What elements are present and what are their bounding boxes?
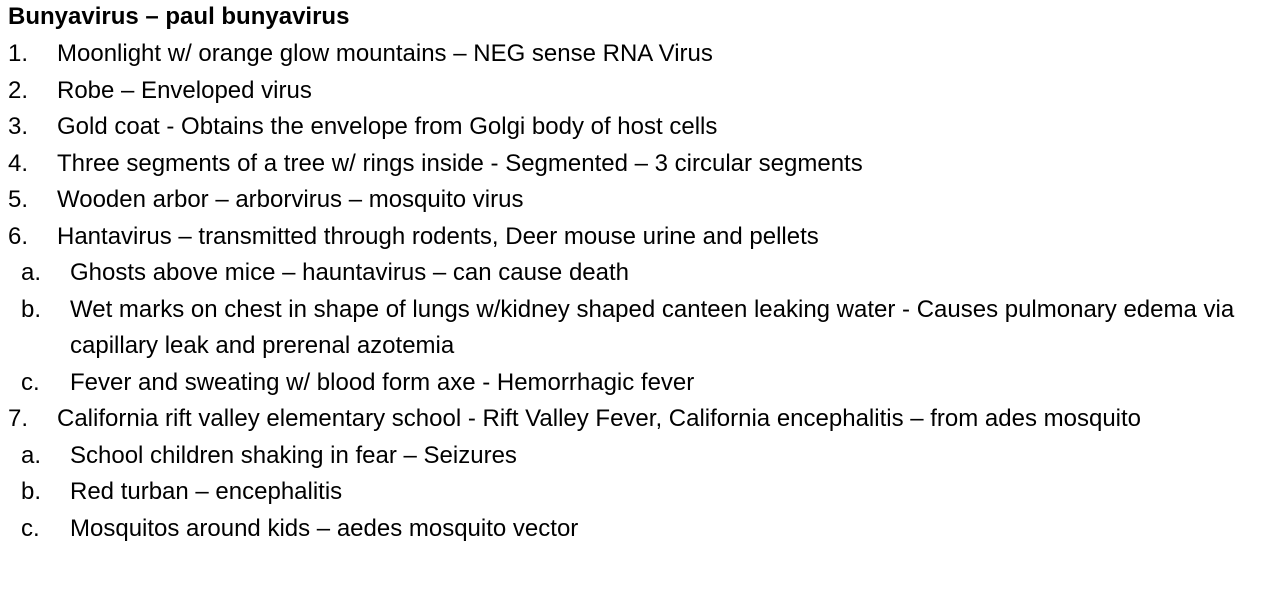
list-item-text: Moonlight w/ orange glow mountains – NEG… — [57, 40, 713, 67]
mnemonic-list: 1. Moonlight w/ orange glow mountains – … — [0, 36, 1284, 547]
list-item-text: Hantavirus – transmitted through rodents… — [57, 222, 819, 250]
list-item-text: Gold coat - Obtains the envelope from Go… — [57, 113, 718, 140]
sub-list-item: c. Fever and sweating w/ blood form axe … — [0, 365, 1284, 402]
list-item: 1. Moonlight w/ orange glow mountains – … — [0, 36, 1284, 73]
sub-list-item-letter: b. — [21, 478, 42, 505]
sub-list-item-letter: a. — [21, 259, 42, 286]
list-item-number: 7. — [8, 405, 29, 432]
list-item: 3. Gold coat - Obtains the envelope from… — [0, 109, 1284, 146]
sub-list-item-letter: c. — [21, 368, 40, 396]
sub-list-item: c. Mosquitos around kids – aedes mosquit… — [0, 511, 1284, 548]
sub-list-item-text: Mosquitos around kids – aedes mosquito v… — [70, 514, 579, 542]
sub-list-item: a. School children shaking in fear – Sei… — [0, 438, 1284, 475]
list-item-number: 3. — [8, 113, 29, 140]
list-item-text: California rift valley elementary school… — [57, 405, 1142, 432]
document-title: Bunyavirus – paul bunyavirus — [8, 3, 350, 30]
list-item-text: Robe – Enveloped virus — [57, 76, 312, 104]
list-item-number: 4. — [8, 149, 29, 177]
list-item-text: Three segments of a tree w/ rings inside… — [57, 149, 863, 177]
sub-list-item: b. Wet marks on chest in shape of lungs … — [0, 292, 1284, 365]
sub-list-item-letter: c. — [21, 514, 40, 542]
list-item-text: Wooden arbor – arborvirus – mosquito vir… — [57, 186, 524, 213]
list-item: 7. California rift valley elementary sch… — [0, 401, 1284, 438]
list-item: 4. Three segments of a tree w/ rings ins… — [0, 146, 1284, 183]
list-item-number: 1. — [8, 40, 29, 67]
sub-list-item-text: Fever and sweating w/ blood form axe - H… — [70, 368, 695, 396]
list-item: 6. Hantavirus – transmitted through rode… — [0, 219, 1284, 256]
sub-list-item-text: Wet marks on chest in shape of lungs w/k… — [70, 295, 1235, 360]
list-item-number: 6. — [8, 222, 29, 250]
list-item: 2. Robe – Enveloped virus — [0, 73, 1284, 110]
sub-list-item-letter: a. — [21, 441, 42, 469]
sub-list-item: a. Ghosts above mice – hauntavirus – can… — [0, 255, 1284, 292]
sub-list-item-text: Red turban – encephalitis — [70, 478, 343, 505]
sub-list-item: b. Red turban – encephalitis — [0, 474, 1284, 511]
sub-list-item-text: Ghosts above mice – hauntavirus – can ca… — [70, 259, 630, 286]
list-item-number: 5. — [8, 186, 29, 213]
list-item: 5. Wooden arbor – arborvirus – mosquito … — [0, 182, 1284, 219]
list-item-number: 2. — [8, 76, 29, 104]
sub-list-item-text: School children shaking in fear – Seizur… — [70, 441, 517, 469]
sub-list-item-letter: b. — [21, 295, 42, 323]
